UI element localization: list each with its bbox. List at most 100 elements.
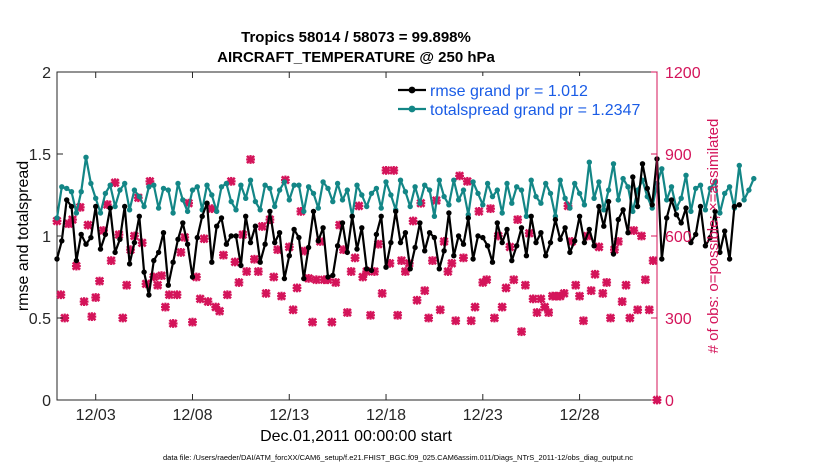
obs-assimilated-marker <box>331 277 341 287</box>
obs-assimilated-marker <box>257 221 267 231</box>
rmse-data-point <box>552 216 559 223</box>
spread-data-point <box>107 182 113 188</box>
spread-data-point <box>547 190 554 197</box>
rmse-data-point <box>644 185 650 192</box>
rmse-data-point <box>470 256 476 262</box>
spread-data-point <box>431 213 438 219</box>
obs-assimilated-marker <box>215 306 225 316</box>
obs-assimilated-marker <box>176 247 186 257</box>
rmse-data-point <box>702 243 709 249</box>
rmse-data-point <box>204 200 210 206</box>
y-right-axis-ticks: 0 300 600 900 1200 <box>651 65 701 410</box>
obs-assimilated-marker <box>79 297 89 307</box>
spread-data-point <box>484 180 491 187</box>
spread-data-point <box>422 182 428 188</box>
obs-assimilated-marker <box>516 327 527 337</box>
spread-data-point <box>572 180 578 187</box>
obs-assimilated-marker <box>199 234 209 244</box>
rmse-data-point <box>97 246 104 252</box>
rmse-data-point <box>63 197 70 203</box>
obs-assimilated-marker <box>470 302 480 312</box>
spread-data-point <box>243 195 249 201</box>
spread-data-point <box>170 210 176 216</box>
rmse-data-point <box>112 249 118 256</box>
obs-assimilated-marker <box>230 257 240 267</box>
obs-assimilated-marker <box>455 171 465 181</box>
spread-data-point <box>441 193 447 200</box>
spread-data-point <box>630 208 636 215</box>
rmse-data-point <box>465 215 471 221</box>
obs-assimilated-marker <box>346 267 356 277</box>
spread-data-point <box>605 187 612 193</box>
spread-data-point <box>354 182 360 188</box>
spread-data-point <box>746 187 752 193</box>
rmse-data-point <box>707 234 713 241</box>
spread-data-point <box>262 182 268 188</box>
spread-data-point <box>702 207 709 213</box>
rmse-data-point <box>572 238 578 244</box>
spread-data-point <box>736 162 742 169</box>
y-right-tick-label: 0 <box>665 393 674 410</box>
obs-assimilated-marker <box>350 253 360 263</box>
rmse-data-point <box>334 243 341 249</box>
rmse-data-point <box>88 234 94 241</box>
spread-data-point <box>63 185 70 192</box>
rmse-data-point <box>238 262 244 269</box>
rmse-data-point <box>683 205 689 211</box>
obs-assimilated-marker <box>307 317 318 327</box>
rmse-data-point <box>373 231 380 238</box>
spread-data-point <box>218 184 225 190</box>
obs-assimilated-marker <box>489 313 499 323</box>
spread-data-point <box>54 215 60 221</box>
rmse-data-point <box>102 231 109 238</box>
rmse-data-point <box>726 256 733 262</box>
spread-data-point <box>88 180 94 187</box>
rmse-data-point <box>693 231 699 238</box>
obs-assimilated-marker <box>122 280 132 290</box>
spread-data-point <box>344 187 350 193</box>
rmse-data-point <box>83 241 89 247</box>
obs-assimilated-marker <box>172 290 182 300</box>
obs-assimilated-marker <box>447 258 457 268</box>
data-file-footnote: data file: /Users/raeder/DAI/ATM_forcXX/… <box>163 453 633 462</box>
rmse-data-point <box>625 230 631 236</box>
spread-data-point <box>697 182 704 188</box>
obs-assimilated-marker <box>621 280 631 290</box>
rmse-data-point <box>441 248 447 254</box>
rmse-data-point <box>678 220 684 226</box>
obs-assimilated-marker <box>427 256 438 266</box>
spread-data-point <box>68 189 75 195</box>
rmse-data-point <box>533 239 539 246</box>
obs-assimilated-marker <box>222 290 232 300</box>
rmse-data-point <box>412 244 418 251</box>
rmse-data-point <box>509 257 515 264</box>
spread-data-point <box>726 184 733 190</box>
spread-data-point <box>214 208 220 215</box>
rmse-data-point <box>160 230 167 236</box>
rmse-data-point <box>218 215 225 221</box>
rmse-data-point <box>383 264 389 270</box>
spread-data-point <box>204 182 210 188</box>
legend-spread-label: totalspread grand pr = 1.2347 <box>430 102 640 119</box>
rmse-data-point <box>378 213 384 219</box>
obs-assimilated-marker <box>636 231 647 241</box>
spread-data-point <box>267 185 273 192</box>
rmse-data-point <box>649 202 655 208</box>
rmse-data-point <box>499 239 505 246</box>
obs-assimilated-marker <box>633 305 643 315</box>
rmse-data-point <box>547 239 554 246</box>
rmse-data-point <box>601 223 607 229</box>
spread-data-point <box>247 177 254 183</box>
rmse-data-point <box>310 208 317 215</box>
legend-rmse-marker <box>408 86 416 94</box>
rmse-data-point <box>523 253 530 259</box>
spread-data-point <box>717 210 723 216</box>
rmse-data-point <box>543 253 549 259</box>
spread-data-point <box>533 193 539 200</box>
spread-data-point <box>160 185 167 192</box>
obs-assimilated-marker <box>509 275 519 285</box>
spread-data-point <box>417 200 423 206</box>
spread-series-layer <box>54 154 757 221</box>
obs-assimilated-marker <box>424 313 434 323</box>
rmse-data-point <box>402 230 409 236</box>
